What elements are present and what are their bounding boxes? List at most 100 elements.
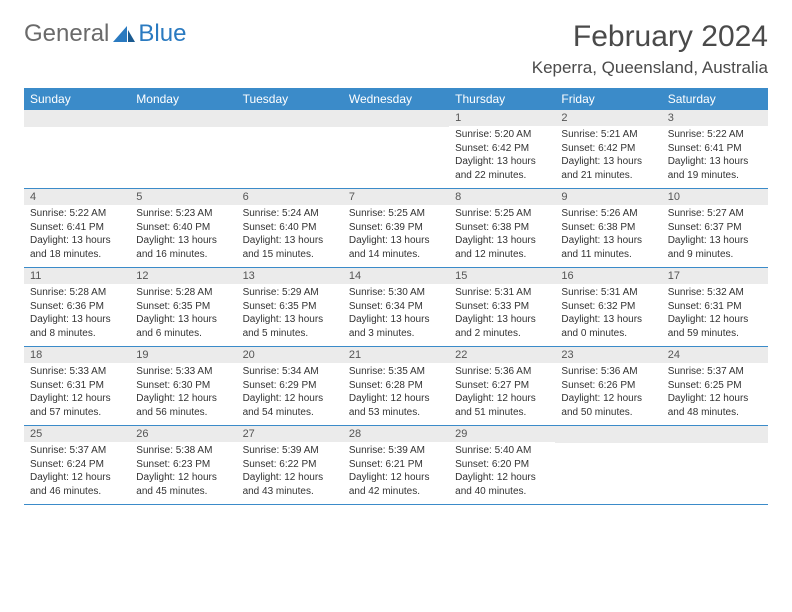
week-row: 1Sunrise: 5:20 AMSunset: 6:42 PMDaylight… (24, 110, 768, 189)
logo-sail-icon (113, 26, 135, 42)
sunrise: Sunrise: 5:33 AM (136, 365, 230, 379)
daylight-line1: Daylight: 12 hours (243, 392, 337, 406)
day-cell: 23Sunrise: 5:36 AMSunset: 6:26 PMDayligh… (555, 347, 661, 425)
daylight-line2: and 8 minutes. (30, 327, 124, 341)
day-number: 23 (555, 347, 661, 363)
day-header: Sunday (24, 88, 130, 110)
daylight-line2: and 19 minutes. (668, 169, 762, 183)
sunrise: Sunrise: 5:39 AM (349, 444, 443, 458)
day-number: 17 (662, 268, 768, 284)
day-cell (662, 426, 768, 504)
sunrise: Sunrise: 5:24 AM (243, 207, 337, 221)
daylight-line2: and 57 minutes. (30, 406, 124, 420)
daylight-line1: Daylight: 12 hours (349, 392, 443, 406)
day-info: Sunrise: 5:35 AMSunset: 6:28 PMDaylight:… (343, 363, 449, 423)
day-number: 21 (343, 347, 449, 363)
sunrise: Sunrise: 5:30 AM (349, 286, 443, 300)
day-cell: 2Sunrise: 5:21 AMSunset: 6:42 PMDaylight… (555, 110, 661, 188)
sunrise: Sunrise: 5:22 AM (668, 128, 762, 142)
day-header: Saturday (662, 88, 768, 110)
sunrise: Sunrise: 5:36 AM (561, 365, 655, 379)
daylight-line1: Daylight: 13 hours (668, 234, 762, 248)
sunrise: Sunrise: 5:37 AM (30, 444, 124, 458)
day-info: Sunrise: 5:36 AMSunset: 6:26 PMDaylight:… (555, 363, 661, 423)
day-number: 8 (449, 189, 555, 205)
daylight-line1: Daylight: 12 hours (349, 471, 443, 485)
day-info: Sunrise: 5:25 AMSunset: 6:39 PMDaylight:… (343, 205, 449, 265)
day-header-row: Sunday Monday Tuesday Wednesday Thursday… (24, 88, 768, 110)
sunrise: Sunrise: 5:35 AM (349, 365, 443, 379)
day-cell: 14Sunrise: 5:30 AMSunset: 6:34 PMDayligh… (343, 268, 449, 346)
day-number: 18 (24, 347, 130, 363)
daylight-line2: and 59 minutes. (668, 327, 762, 341)
sunset: Sunset: 6:35 PM (243, 300, 337, 314)
day-header: Tuesday (237, 88, 343, 110)
location: Keperra, Queensland, Australia (532, 58, 768, 78)
daylight-line1: Daylight: 12 hours (668, 313, 762, 327)
day-number: 20 (237, 347, 343, 363)
sunset: Sunset: 6:33 PM (455, 300, 549, 314)
day-cell: 6Sunrise: 5:24 AMSunset: 6:40 PMDaylight… (237, 189, 343, 267)
day-number: 7 (343, 189, 449, 205)
day-info: Sunrise: 5:26 AMSunset: 6:38 PMDaylight:… (555, 205, 661, 265)
daylight-line1: Daylight: 13 hours (30, 313, 124, 327)
day-number: 13 (237, 268, 343, 284)
sunrise: Sunrise: 5:32 AM (668, 286, 762, 300)
logo-blue: Blue (138, 20, 186, 48)
sunset: Sunset: 6:21 PM (349, 458, 443, 472)
daylight-line2: and 0 minutes. (561, 327, 655, 341)
sunset: Sunset: 6:35 PM (136, 300, 230, 314)
sunrise: Sunrise: 5:34 AM (243, 365, 337, 379)
day-number: 3 (662, 110, 768, 126)
sunset: Sunset: 6:24 PM (30, 458, 124, 472)
day-info: Sunrise: 5:31 AMSunset: 6:32 PMDaylight:… (555, 284, 661, 344)
daylight-line2: and 51 minutes. (455, 406, 549, 420)
day-info: Sunrise: 5:39 AMSunset: 6:22 PMDaylight:… (237, 442, 343, 502)
sunrise: Sunrise: 5:21 AM (561, 128, 655, 142)
day-info: Sunrise: 5:34 AMSunset: 6:29 PMDaylight:… (237, 363, 343, 423)
daylight-line2: and 9 minutes. (668, 248, 762, 262)
day-info: Sunrise: 5:40 AMSunset: 6:20 PMDaylight:… (449, 442, 555, 502)
day-header: Wednesday (343, 88, 449, 110)
day-header: Friday (555, 88, 661, 110)
sunset: Sunset: 6:23 PM (136, 458, 230, 472)
sunrise: Sunrise: 5:20 AM (455, 128, 549, 142)
sunrise: Sunrise: 5:29 AM (243, 286, 337, 300)
daylight-line2: and 40 minutes. (455, 485, 549, 499)
day-cell: 22Sunrise: 5:36 AMSunset: 6:27 PMDayligh… (449, 347, 555, 425)
daylight-line1: Daylight: 12 hours (30, 471, 124, 485)
daylight-line2: and 46 minutes. (30, 485, 124, 499)
sunset: Sunset: 6:39 PM (349, 221, 443, 235)
daylight-line2: and 22 minutes. (455, 169, 549, 183)
day-info: Sunrise: 5:22 AMSunset: 6:41 PMDaylight:… (24, 205, 130, 265)
daylight-line1: Daylight: 13 hours (561, 313, 655, 327)
daylight-line2: and 50 minutes. (561, 406, 655, 420)
daylight-line1: Daylight: 12 hours (243, 471, 337, 485)
day-info: Sunrise: 5:20 AMSunset: 6:42 PMDaylight:… (449, 126, 555, 186)
day-number: 27 (237, 426, 343, 442)
daylight-line2: and 48 minutes. (668, 406, 762, 420)
day-number: 6 (237, 189, 343, 205)
daylight-line1: Daylight: 13 hours (455, 234, 549, 248)
sunrise: Sunrise: 5:28 AM (136, 286, 230, 300)
day-cell: 28Sunrise: 5:39 AMSunset: 6:21 PMDayligh… (343, 426, 449, 504)
day-cell: 11Sunrise: 5:28 AMSunset: 6:36 PMDayligh… (24, 268, 130, 346)
day-cell: 24Sunrise: 5:37 AMSunset: 6:25 PMDayligh… (662, 347, 768, 425)
daylight-line2: and 12 minutes. (455, 248, 549, 262)
sunset: Sunset: 6:34 PM (349, 300, 443, 314)
daylight-line2: and 2 minutes. (455, 327, 549, 341)
week-row: 11Sunrise: 5:28 AMSunset: 6:36 PMDayligh… (24, 268, 768, 347)
day-cell: 20Sunrise: 5:34 AMSunset: 6:29 PMDayligh… (237, 347, 343, 425)
week-row: 18Sunrise: 5:33 AMSunset: 6:31 PMDayligh… (24, 347, 768, 426)
logo-gray: General (24, 20, 109, 48)
day-info: Sunrise: 5:28 AMSunset: 6:35 PMDaylight:… (130, 284, 236, 344)
daylight-line1: Daylight: 12 hours (561, 392, 655, 406)
daylight-line2: and 11 minutes. (561, 248, 655, 262)
day-number: 9 (555, 189, 661, 205)
sunrise: Sunrise: 5:23 AM (136, 207, 230, 221)
sunset: Sunset: 6:22 PM (243, 458, 337, 472)
sunrise: Sunrise: 5:39 AM (243, 444, 337, 458)
sunrise: Sunrise: 5:22 AM (30, 207, 124, 221)
week-row: 4Sunrise: 5:22 AMSunset: 6:41 PMDaylight… (24, 189, 768, 268)
daylight-line1: Daylight: 12 hours (136, 471, 230, 485)
